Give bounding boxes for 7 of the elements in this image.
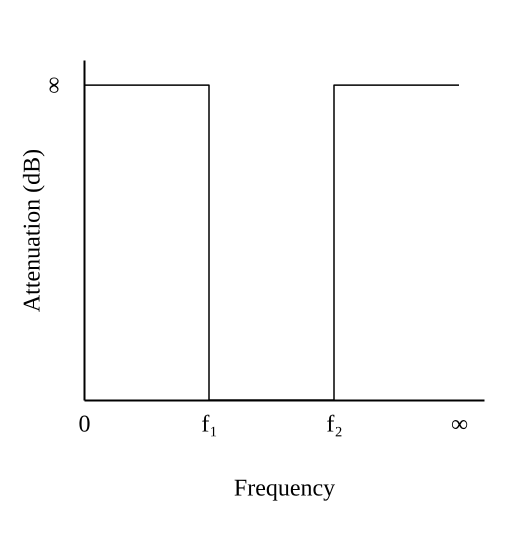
x-tick-label: f₁ (201, 412, 218, 438)
x-tick-label: 0 (78, 412, 90, 438)
x-axis-title: Frequency (234, 476, 336, 502)
x-tick-label: f₂ (326, 412, 343, 438)
annotation: ∞ (41, 76, 67, 94)
x-tick-label: ∞ (450, 412, 468, 438)
y-axis-title: Attenuation (dB) (20, 148, 46, 312)
